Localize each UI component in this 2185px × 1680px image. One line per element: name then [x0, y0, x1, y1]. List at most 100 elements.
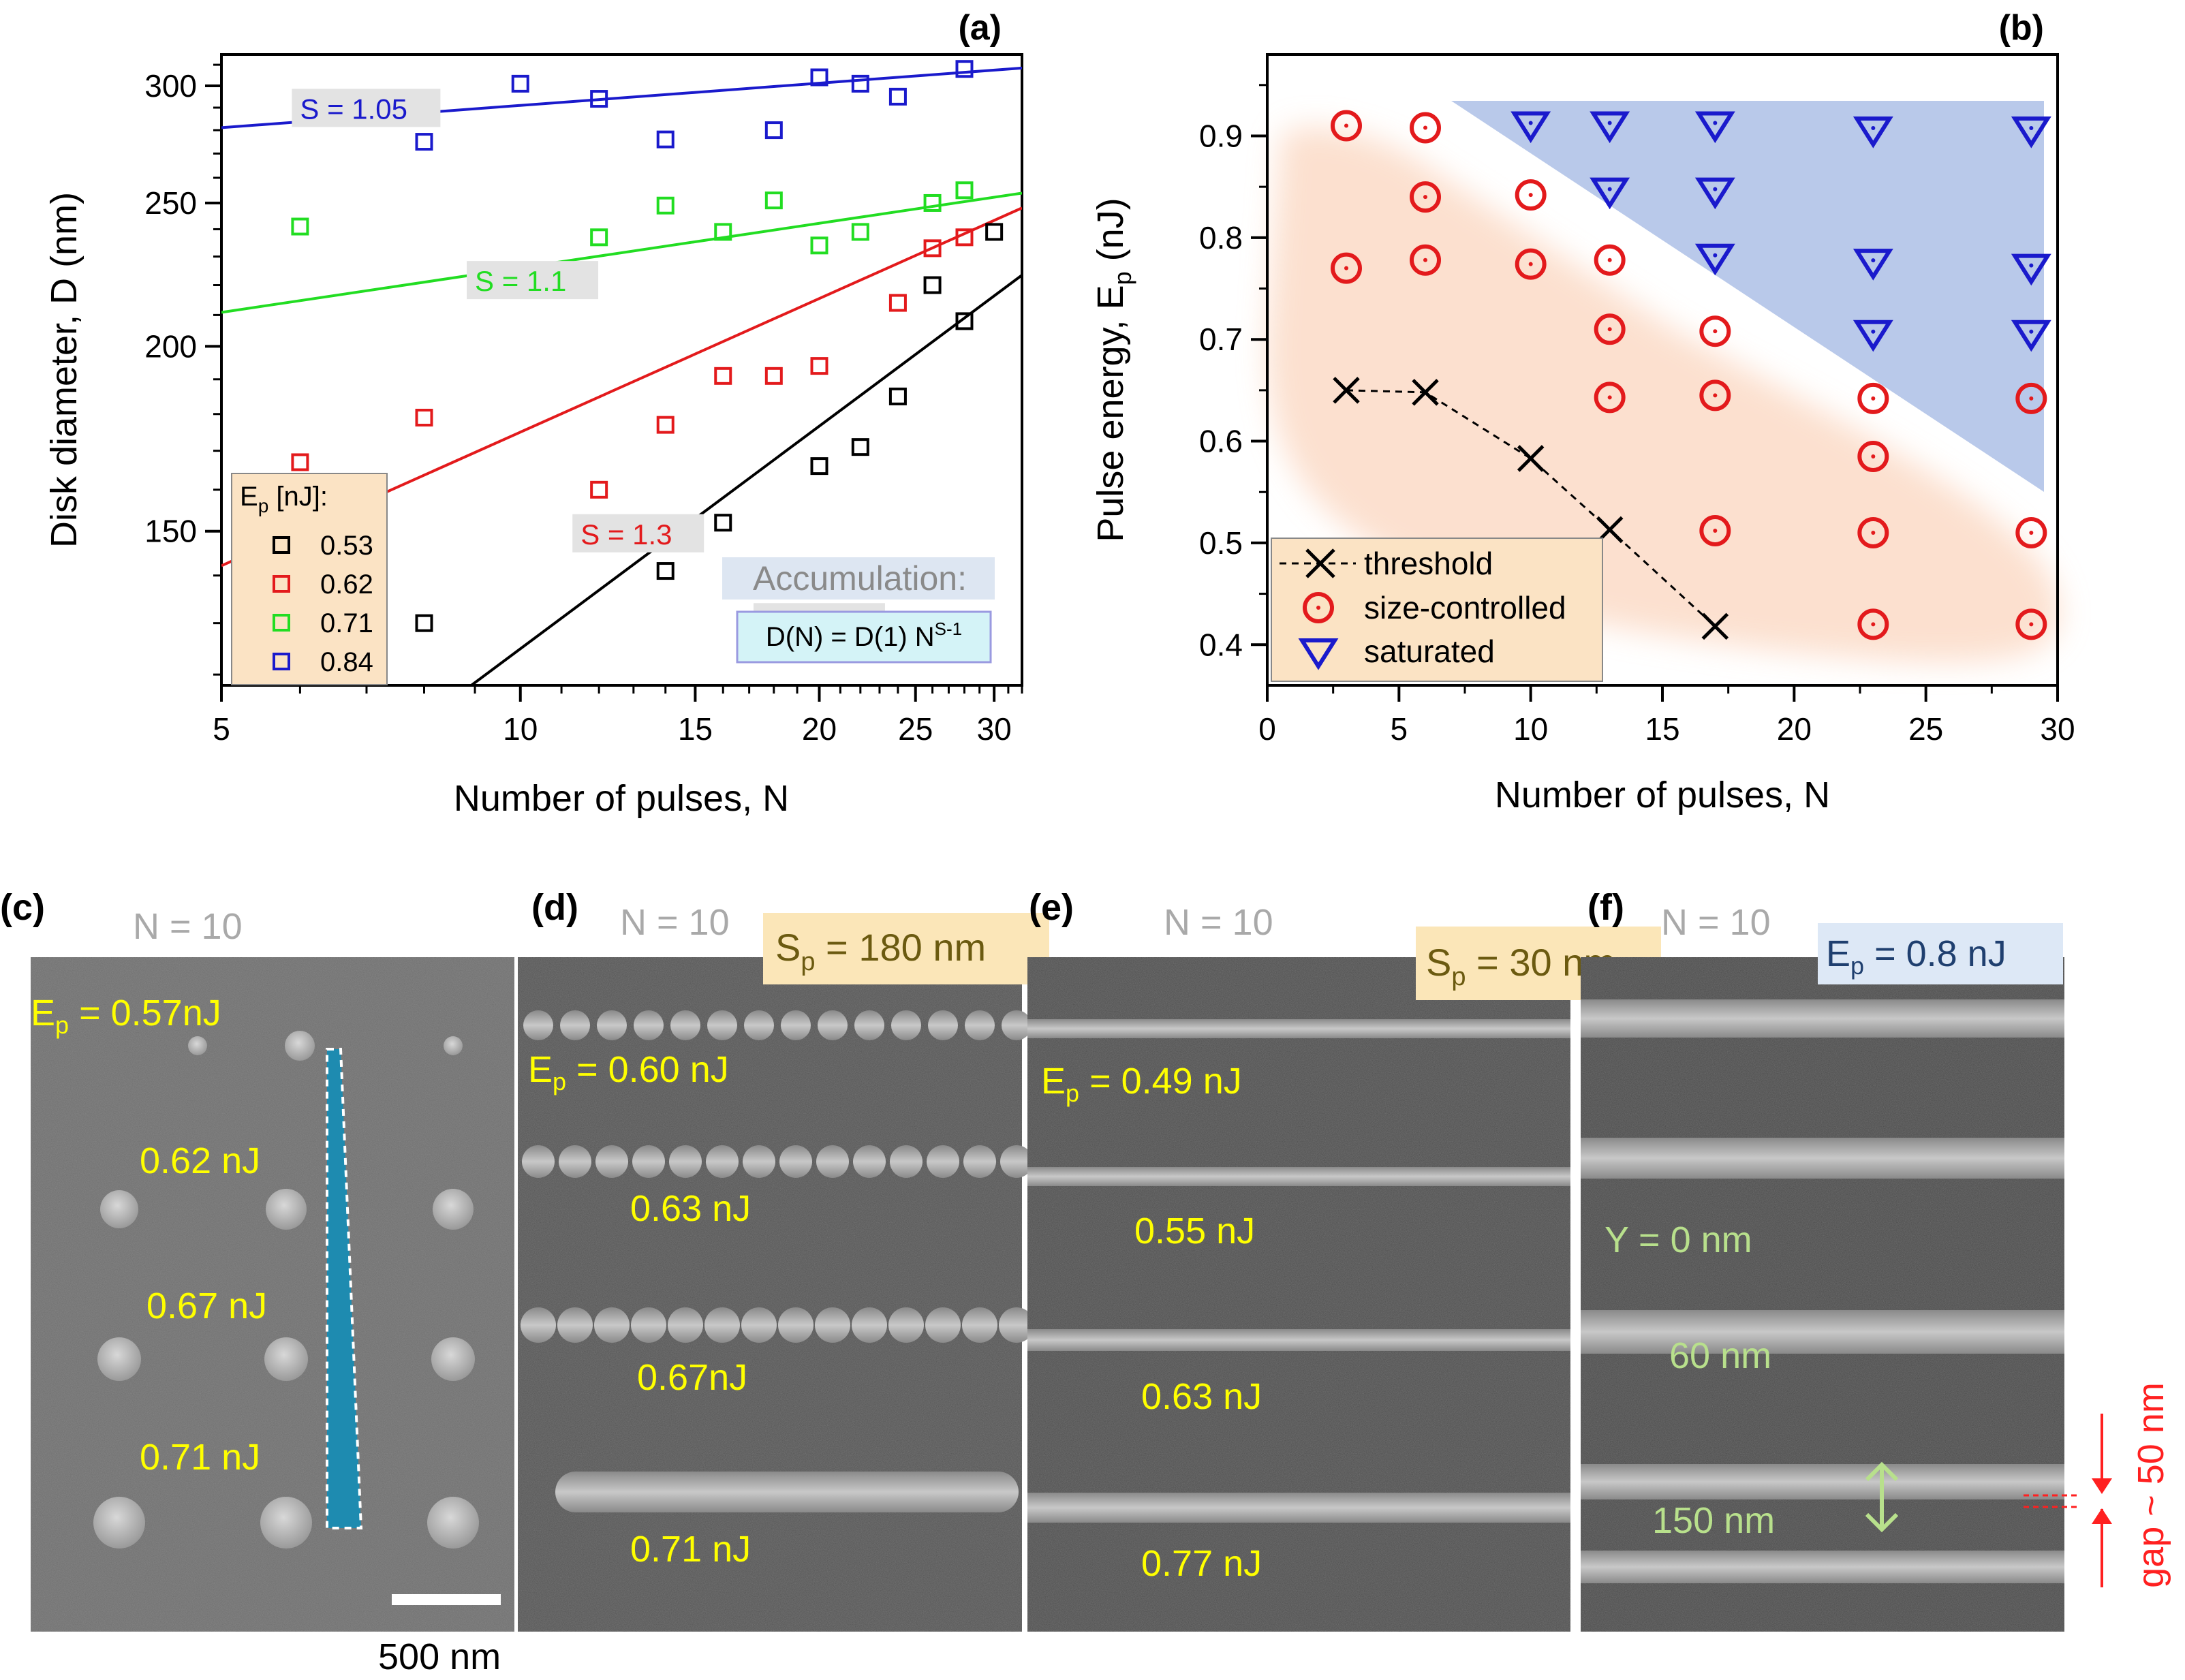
d-bead — [707, 1010, 737, 1040]
a-data-point — [923, 239, 942, 258]
b-legend-saturated: saturated — [1298, 634, 1495, 670]
f-stripe-lines — [1581, 999, 2064, 1583]
b-size-controlled-point — [1515, 248, 1547, 280]
b-size-controlled-dot — [1344, 266, 1348, 270]
panel-c-label: (c) — [0, 887, 45, 928]
b-size-controlled-dot — [1423, 195, 1427, 200]
a-data-point — [851, 223, 869, 241]
f-ep-label: Ep = 0.8 nJ — [1826, 933, 2006, 980]
a-legend-label: 0.53 — [320, 531, 373, 561]
a-data-point — [851, 74, 869, 93]
b-saturated-point — [2011, 253, 2051, 286]
b-size-controlled-dot — [2029, 622, 2034, 627]
a-data-point — [415, 133, 433, 151]
b-saturated-dot — [1528, 121, 1533, 125]
panel-c: (c) N = 10 Ep = 0.57nJ 0.62 nJ 0.67 nJ 0… — [0, 887, 514, 1677]
f-stripe — [1581, 1551, 2064, 1583]
b-size-controlled-dot — [1344, 123, 1348, 128]
b-size-controlled-point — [1410, 112, 1441, 144]
d-energy-3: 0.67nJ — [637, 1357, 747, 1398]
b-size-controlled-point — [1410, 244, 1441, 276]
b-size-controlled-point — [1594, 244, 1626, 276]
b-saturated-point — [1853, 249, 1893, 281]
a-data-point — [764, 191, 783, 210]
c-n-label: N = 10 — [133, 906, 243, 947]
b-size-controlled-point — [2015, 382, 2047, 414]
d-bead — [634, 1010, 664, 1040]
a-legend-marker — [273, 614, 290, 632]
b-xtick-label: 10 — [1513, 711, 1548, 747]
b-xtick-label: 25 — [1908, 711, 1943, 747]
a-data-point — [511, 74, 529, 93]
d-bead — [928, 1010, 958, 1040]
a-data-point — [955, 60, 974, 78]
b-legend-box — [1271, 538, 1603, 682]
b-saturated-dot — [2029, 126, 2034, 131]
b-size-controlled-dot — [1607, 258, 1612, 262]
b-xtick-label: 5 — [1391, 711, 1408, 747]
panel-b-label: (b) — [1999, 8, 2044, 48]
a-data-points — [291, 60, 1004, 632]
a-accum-title: Accumulation: — [753, 559, 967, 597]
b-legend-label-threshold: threshold — [1364, 546, 1493, 581]
c-disk — [100, 1190, 138, 1228]
d-bead — [1000, 1145, 1033, 1178]
b-ytick-label: 0.4 — [1199, 627, 1243, 662]
c-disk — [188, 1036, 207, 1055]
c-disk — [285, 1031, 315, 1061]
b-size-controlled-point — [1331, 110, 1362, 142]
e-n-label: N = 10 — [1164, 902, 1273, 943]
a-data-point — [810, 357, 828, 375]
b-size-controlled-dot — [1423, 258, 1427, 262]
d-bead — [779, 1145, 812, 1178]
b-saturated-dot — [1713, 121, 1718, 125]
e-stripe-lines — [1027, 1019, 1570, 1523]
scale-bar-label: 500 nm — [378, 1636, 501, 1677]
b-size-controlled-point — [1331, 252, 1362, 284]
b-saturated-dot — [1713, 253, 1718, 258]
e-stripe — [1027, 1493, 1570, 1523]
b-size-controlled-point — [1594, 313, 1626, 345]
panel-f: Ep = 0.8 nJ (f) N = 10 Y = 0 nm 60 nm 15… — [1581, 887, 2171, 1632]
b-saturated-point — [1694, 111, 1735, 144]
b-saturated-dot — [1607, 121, 1612, 125]
d-bead — [963, 1145, 996, 1178]
b-saturated-point — [2011, 116, 2051, 149]
panel-b: 0 5 10 15 20 25 30 0.4 0.5 0.6 0.7 0.8 0.9 (b) Numbe… — [1090, 8, 2075, 815]
a-data-point — [923, 193, 942, 212]
d-bead — [853, 1145, 886, 1178]
f-stripe — [1581, 999, 2064, 1038]
a-fit-label-bg — [467, 261, 599, 300]
d-bead — [631, 1307, 666, 1343]
b-size-controlled-point — [2015, 516, 2047, 548]
b-ytick-label: 0.8 — [1199, 220, 1243, 255]
d-sp-box — [763, 913, 1049, 984]
b-ylabel: Pulse energy, Ep (nJ) — [1090, 198, 1136, 542]
d-bead — [888, 1307, 924, 1343]
b-size-controlled-dot — [1713, 329, 1718, 334]
c-disk — [93, 1497, 145, 1549]
f-stripe — [1581, 1464, 2064, 1499]
d-bead — [560, 1010, 590, 1040]
b-size-controlled-point — [1857, 608, 1889, 640]
a-xtick-label: 25 — [898, 711, 933, 747]
a-data-point — [810, 457, 828, 476]
b-saturated-point — [2011, 320, 2051, 352]
b-saturated-dot — [1871, 258, 1876, 263]
b-size-controlled-point — [1857, 440, 1889, 472]
b-legend-threshold: threshold — [1280, 546, 1493, 581]
a-fit-label: S = 1.1 — [475, 265, 566, 297]
e-stripe — [1027, 1167, 1570, 1186]
a-data-point — [923, 276, 942, 294]
d-bead — [891, 1010, 921, 1040]
d-bead — [818, 1010, 848, 1040]
b-ytick-label: 0.7 — [1199, 322, 1243, 357]
b-xtick-label: 15 — [1645, 711, 1679, 747]
panel-f-label: (f) — [1587, 887, 1624, 928]
d-bead — [744, 1010, 774, 1040]
a-ytick-label: 300 — [144, 68, 197, 104]
a-fit-label: S = 1.3 — [580, 518, 672, 550]
b-size-controlled-point — [1515, 179, 1547, 211]
b-size-controlled-point — [1699, 514, 1731, 546]
f-n-label: N = 10 — [1661, 902, 1771, 943]
